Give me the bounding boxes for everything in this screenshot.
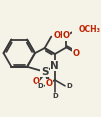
Text: OCH₃: OCH₃ [79,25,101,34]
Text: D: D [37,83,43,89]
Text: S: S [41,67,48,77]
Text: D: D [52,93,58,99]
Text: O: O [63,31,70,40]
Text: O: O [33,77,40,86]
Text: O: O [73,49,80,58]
Text: D: D [66,83,72,89]
Text: O: O [46,79,53,88]
Text: OH: OH [53,31,67,40]
Text: N: N [50,61,59,71]
